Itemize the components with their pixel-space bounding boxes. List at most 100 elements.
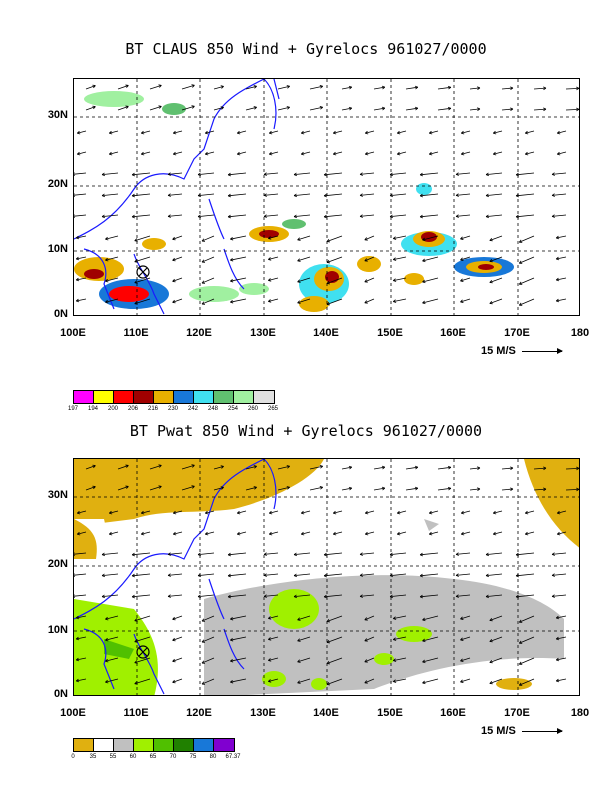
wind-vector-head bbox=[109, 531, 113, 536]
wind-vector-head bbox=[477, 86, 481, 90]
wind-vector bbox=[397, 510, 407, 514]
wind-vector bbox=[556, 235, 567, 239]
wind-vector-head bbox=[230, 679, 234, 684]
wind-vector bbox=[237, 531, 247, 535]
wind-vector-head bbox=[393, 236, 397, 240]
wind-vector-head bbox=[414, 486, 419, 491]
wind-vector-head bbox=[268, 658, 272, 662]
wind-vector-head bbox=[414, 106, 419, 111]
x-label-120e: 120E bbox=[186, 707, 212, 719]
legend-tick-label: 55 bbox=[109, 754, 117, 760]
wind-vector bbox=[269, 510, 279, 514]
gyre-marker bbox=[136, 265, 150, 279]
wind-vector bbox=[552, 552, 567, 555]
wind-vector-head bbox=[389, 193, 393, 198]
wind-vector-head bbox=[220, 486, 224, 490]
cloud-patches bbox=[74, 91, 514, 312]
x-label-180: 180 bbox=[570, 707, 590, 719]
wind-vector-head bbox=[419, 594, 424, 599]
wind-vector-head bbox=[461, 531, 465, 536]
legend-tick-label: 206 bbox=[127, 406, 138, 412]
wind-vector bbox=[141, 510, 151, 514]
wind-vector-head bbox=[461, 151, 465, 156]
wind-vector-head bbox=[134, 618, 138, 622]
legend-swatch bbox=[74, 391, 94, 403]
wind-vector bbox=[168, 172, 183, 175]
wind-vector-head bbox=[167, 594, 171, 598]
wind-vector-head bbox=[359, 193, 363, 197]
wind-vector-head bbox=[92, 464, 96, 469]
wind-vector-head bbox=[220, 465, 224, 469]
wind-vector bbox=[420, 552, 439, 556]
wind-vector bbox=[565, 488, 579, 491]
wind-vector-head bbox=[286, 486, 290, 490]
wind-vector bbox=[364, 277, 375, 283]
wind-vector-head bbox=[422, 237, 426, 242]
wind-vector-head bbox=[227, 552, 232, 557]
wind-vector-head bbox=[525, 151, 529, 156]
wind-vector-head bbox=[455, 214, 459, 218]
wind-vector bbox=[264, 552, 279, 555]
wind-vector-head bbox=[293, 594, 297, 599]
wind-vector bbox=[230, 277, 247, 282]
legend-tick-label: 67.37 bbox=[225, 754, 241, 760]
wind-vector bbox=[557, 531, 567, 535]
wind-vector bbox=[230, 298, 247, 303]
wind-vector-head bbox=[389, 214, 393, 219]
wind-vector-head bbox=[365, 151, 369, 156]
x-label-160e: 160E bbox=[440, 327, 466, 339]
wind-vector-head bbox=[429, 130, 433, 135]
wind-vector-head bbox=[460, 257, 464, 261]
wind-vector-head bbox=[77, 531, 81, 536]
wind-vector bbox=[132, 193, 151, 197]
wind-vector-head bbox=[92, 84, 96, 89]
wind-vector-head bbox=[92, 105, 96, 110]
wind-vector bbox=[460, 615, 471, 620]
wind-vector bbox=[205, 151, 215, 155]
wind-vector-head bbox=[576, 487, 579, 492]
wind-vector bbox=[297, 298, 311, 304]
wind-vector-head bbox=[397, 510, 401, 515]
wind-vector-head bbox=[447, 106, 452, 111]
wind-vector bbox=[172, 678, 183, 683]
wind-vector bbox=[173, 510, 183, 514]
wind-vector bbox=[519, 636, 535, 644]
wind-vector bbox=[74, 552, 87, 555]
wind-vector bbox=[269, 531, 279, 535]
wind-vector bbox=[297, 615, 311, 621]
wind-vector-head bbox=[205, 151, 209, 156]
wind-vector-head bbox=[397, 151, 401, 156]
legend-tick-label: 200 bbox=[107, 406, 118, 412]
wind-vector-head bbox=[201, 618, 206, 622]
wind-vector bbox=[309, 106, 323, 111]
wind-vector bbox=[109, 151, 119, 155]
wind-vector bbox=[437, 86, 451, 90]
wind-vector bbox=[373, 107, 385, 111]
wind-vector-head bbox=[518, 661, 523, 665]
wind-vector-head bbox=[77, 130, 81, 135]
pwat-patches bbox=[74, 459, 579, 695]
wind-vector bbox=[405, 86, 418, 90]
legend-tick-label: 70 bbox=[169, 754, 177, 760]
wind-vector-head bbox=[518, 281, 523, 285]
x-label-120e: 120E bbox=[186, 327, 212, 339]
wind-vector-head bbox=[201, 259, 206, 263]
legend-swatch bbox=[94, 391, 114, 403]
wind-vector bbox=[460, 277, 471, 282]
wind-vector-head bbox=[422, 680, 426, 685]
x-label-100e: 100E bbox=[60, 707, 86, 719]
wind-vector-head bbox=[460, 278, 464, 282]
wind-vector bbox=[489, 235, 503, 241]
x-label-130e: 130E bbox=[250, 327, 276, 339]
wind-vector-head bbox=[263, 573, 267, 577]
wind-vector-head bbox=[173, 510, 177, 515]
wind-vector-head bbox=[525, 510, 529, 515]
wind-vector-head bbox=[323, 172, 328, 177]
wind-vector bbox=[552, 172, 567, 175]
wind-vector-head bbox=[253, 465, 257, 469]
panel2-legend bbox=[73, 738, 235, 752]
wind-vector bbox=[397, 151, 407, 155]
wind-vector-head bbox=[333, 510, 337, 515]
wind-vector bbox=[76, 678, 87, 682]
wind-vector bbox=[277, 106, 290, 111]
